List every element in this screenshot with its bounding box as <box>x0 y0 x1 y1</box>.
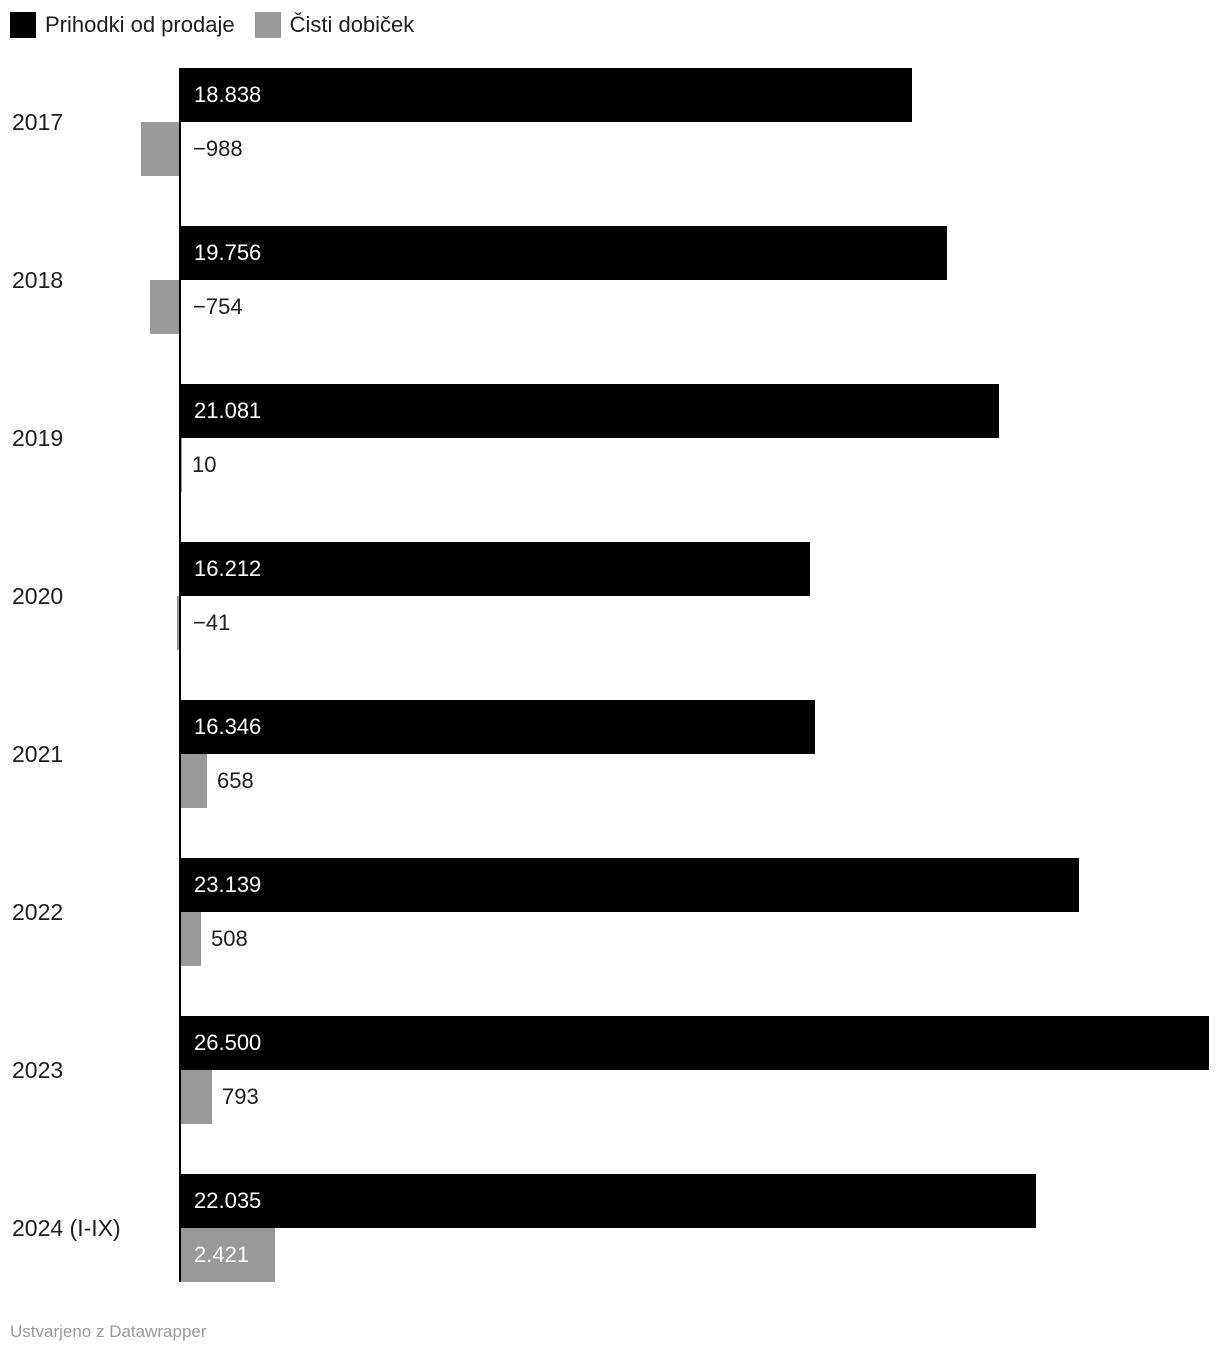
net-profit-bar <box>181 912 201 966</box>
revenue-value-label: 23.139 <box>194 872 262 897</box>
revenue-bar: 23.139 <box>181 858 1079 912</box>
net-profit-value-label: 2.421 <box>194 1242 250 1267</box>
net-profit-value-label: −988 <box>193 136 243 161</box>
revenue-value-label: 16.346 <box>194 714 262 739</box>
revenue-bar: 26.500 <box>181 1016 1209 1070</box>
revenue-value-label: 16.212 <box>194 556 262 581</box>
revenue-value-label: 19.756 <box>194 240 262 265</box>
revenue-bar: 19.756 <box>181 226 947 280</box>
net-profit-bar <box>141 122 179 176</box>
category-label: 2020 <box>12 583 64 609</box>
net-profit-value-label: 793 <box>222 1084 259 1109</box>
revenue-bar: 16.212 <box>181 542 810 596</box>
plot-area: 2017 18.838 −988 2018 19.756 −754 2019 21.081 10… <box>12 68 1209 1282</box>
category-label: 2019 <box>12 425 64 451</box>
revenue-bar: 16.346 <box>181 700 815 754</box>
net-profit-bar <box>181 438 182 492</box>
net-profit-bar <box>150 280 179 334</box>
category-label: 2023 <box>12 1057 64 1083</box>
net-profit-bar: 2.421 <box>181 1228 275 1282</box>
category-label: 2017 <box>12 109 64 135</box>
datawrapper-attribution-link[interactable]: Ustvarjeno z Datawrapper <box>10 1322 207 1341</box>
revenue-value-label: 22.035 <box>194 1188 262 1213</box>
net-profit-bar <box>181 754 207 808</box>
revenue-value-label: 21.081 <box>194 398 262 423</box>
legend-swatch-icon <box>254 12 281 38</box>
revenue-bar: 18.838 <box>181 68 912 122</box>
revenue-value-label: 18.838 <box>194 82 262 107</box>
legend-item-label: Prihodki od prodaje <box>45 12 235 37</box>
net-profit-value-label: 658 <box>217 768 254 793</box>
category-label: 2024 (I-IX) <box>12 1215 121 1241</box>
legend-item-label: Čisti dobiček <box>289 12 415 37</box>
legend-item: Prihodki od prodaje <box>10 12 235 38</box>
revenue-bar: 21.081 <box>181 384 999 438</box>
net-profit-bar <box>177 596 179 650</box>
category-label: 2021 <box>12 741 64 767</box>
net-profit-value-label: −41 <box>193 610 231 635</box>
legend: Prihodki od prodaje Čisti dobiček <box>10 12 414 38</box>
legend-item: Čisti dobiček <box>254 12 415 38</box>
net-profit-value-label: −754 <box>193 294 243 319</box>
net-profit-bar <box>181 1070 212 1124</box>
legend-swatch-icon <box>10 12 36 38</box>
revenue-value-label: 26.500 <box>194 1030 262 1055</box>
net-profit-value-label: 10 <box>192 452 217 477</box>
baseline-axis <box>179 68 181 1282</box>
category-label: 2022 <box>12 899 64 925</box>
category-label: 2018 <box>12 267 64 293</box>
net-profit-value-label: 508 <box>211 926 248 951</box>
revenue-bar: 22.035 <box>181 1174 1036 1228</box>
